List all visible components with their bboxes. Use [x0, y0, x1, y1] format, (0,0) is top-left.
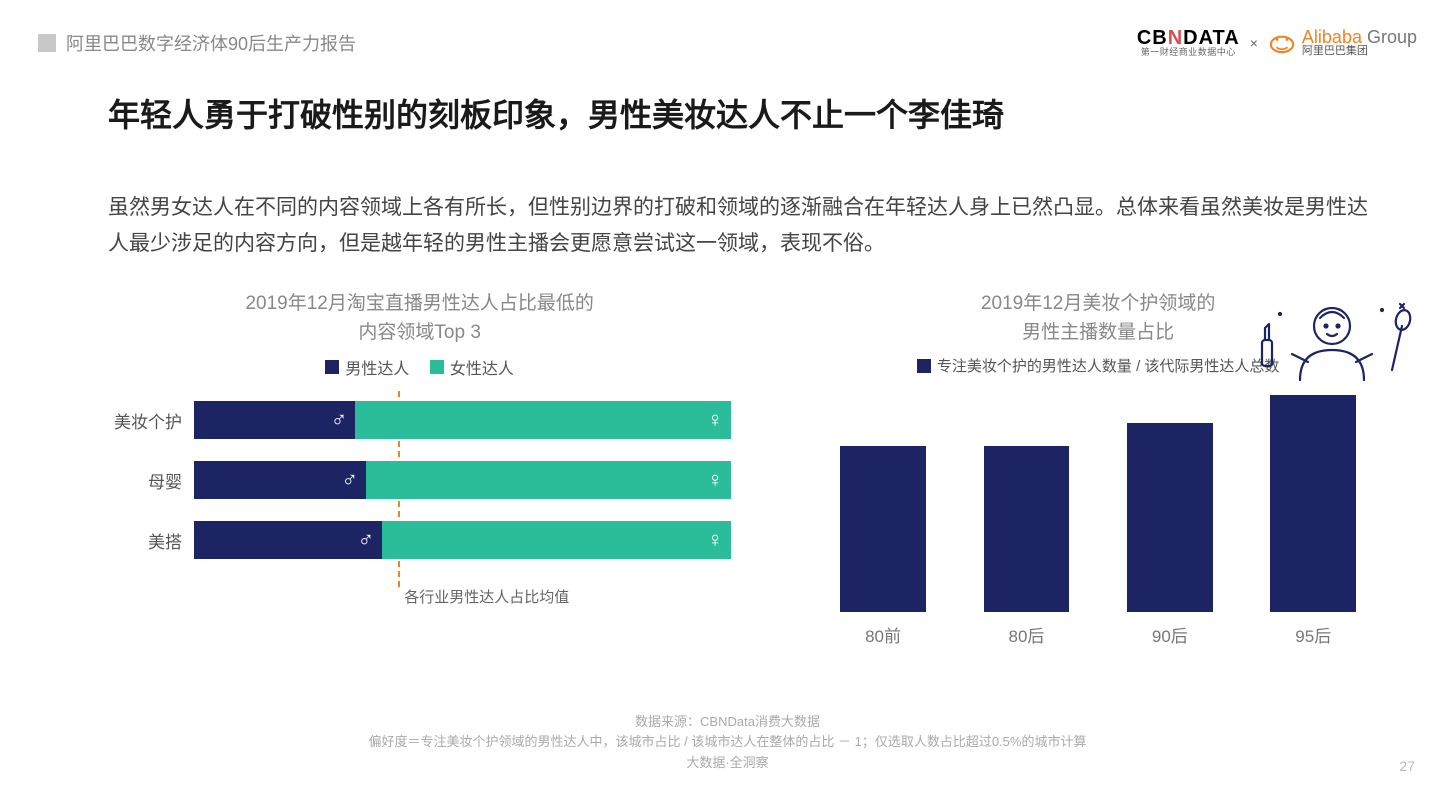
- row-label: 母婴: [108, 468, 182, 493]
- vbar-group: 80后: [963, 446, 1089, 647]
- vbar-group: 95后: [1250, 395, 1376, 646]
- cbn-sub: 第一财经商业数据中心: [1137, 48, 1240, 57]
- legend-female: 女性达人: [430, 355, 514, 379]
- vbar-label: 90后: [1152, 622, 1188, 647]
- stacked-row: 美妆个护♂♀: [108, 401, 731, 439]
- footer: 数据来源：CBNData消费大数据 偏好度＝专注美妆个护领域的男性达人中，该城市…: [0, 712, 1455, 774]
- vbar-label: 95后: [1295, 622, 1331, 647]
- segment-male: ♂: [194, 461, 366, 499]
- bar-track: ♂♀: [194, 401, 731, 439]
- alibaba-logo: Alibaba Group 阿里巴巴集团: [1268, 28, 1417, 57]
- segment-female: ♀: [366, 461, 731, 499]
- male-icon: ♂: [358, 527, 375, 553]
- ali-sub: 阿里巴巴集团: [1302, 46, 1417, 57]
- header-square-icon: [38, 34, 56, 52]
- vbar: [1127, 423, 1213, 612]
- legend-female-label: 女性达人: [450, 355, 514, 379]
- page-title: 年轻人勇于打破性别的刻板印象，男性美妆达人不止一个李佳琦: [108, 90, 1004, 136]
- row-label: 美妆个护: [108, 408, 182, 433]
- header-logos: CBNDATA 第一财经商业数据中心 × Alibaba Group 阿里巴巴集…: [1137, 28, 1417, 57]
- male-icon: ♂: [341, 467, 358, 493]
- segment-female: ♀: [382, 521, 731, 559]
- vbar: [840, 446, 926, 612]
- female-icon: ♀: [707, 407, 724, 433]
- female-icon: ♀: [707, 467, 724, 493]
- ali-name: Alibaba: [1302, 27, 1362, 47]
- footer-l2: 偏好度＝专注美妆个护领域的男性达人中，该城市占比 / 该城市达人在整体的占比 －…: [0, 732, 1455, 753]
- right-legend-label: 专注美妆个护的男性达人数量 / 该代际男性达人总数: [937, 355, 1280, 376]
- vbar-label: 80前: [865, 622, 901, 647]
- vbar-group: 80前: [820, 446, 946, 647]
- right-chart-title-l1: 2019年12月美妆个护领域的: [981, 293, 1215, 314]
- left-chart-title-l1: 2019年12月淘宝直播男性达人占比最低的: [245, 293, 593, 314]
- page-number: 27: [1399, 758, 1415, 774]
- cbn-post: DATA: [1183, 27, 1240, 49]
- reference-label: 各行业男性达人占比均值: [404, 586, 569, 607]
- vbar: [984, 446, 1070, 612]
- swatch-female: [430, 360, 444, 374]
- stacked-row: 母婴♂♀: [108, 461, 731, 499]
- segment-male: ♂: [194, 521, 382, 559]
- stacked-bars: 各行业男性达人占比均值 美妆个护♂♀母婴♂♀美搭♂♀: [108, 401, 731, 559]
- bar-track: ♂♀: [194, 521, 731, 559]
- swatch-right: [917, 359, 931, 373]
- logo-separator: ×: [1250, 35, 1258, 51]
- cbn-n: N: [1168, 27, 1183, 49]
- cbn-pre: CB: [1137, 27, 1168, 49]
- row-label: 美搭: [108, 528, 182, 553]
- legend-male: 男性达人: [325, 355, 409, 379]
- left-chart: 2019年12月淘宝直播男性达人占比最低的 内容领域Top 3 男性达人 女性达…: [108, 290, 731, 712]
- charts-row: 2019年12月淘宝直播男性达人占比最低的 内容领域Top 3 男性达人 女性达…: [108, 290, 1395, 712]
- left-chart-title: 2019年12月淘宝直播男性达人占比最低的 内容领域Top 3: [108, 290, 731, 347]
- alibaba-icon: [1268, 29, 1296, 57]
- left-legend: 男性达人 女性达人: [108, 355, 731, 379]
- female-icon: ♀: [707, 527, 724, 553]
- bar-plot: 80前 80后 90后 95后: [801, 397, 1395, 647]
- ali-group: Group: [1362, 27, 1417, 47]
- male-icon: ♂: [331, 407, 348, 433]
- header-left: 阿里巴巴数字经济体90后生产力报告: [38, 30, 356, 56]
- swatch-male: [325, 360, 339, 374]
- makeup-person-icon: [1242, 292, 1417, 384]
- legend-male-label: 男性达人: [345, 355, 409, 379]
- breadcrumb: 阿里巴巴数字经济体90后生产力报告: [66, 30, 356, 56]
- left-chart-title-l2: 内容领域Top 3: [358, 322, 480, 343]
- footer-l1: 数据来源：CBNData消费大数据: [0, 712, 1455, 733]
- segment-male: ♂: [194, 401, 355, 439]
- stacked-row: 美搭♂♀: [108, 521, 731, 559]
- segment-female: ♀: [355, 401, 731, 439]
- description: 虽然男女达人在不同的内容领域上各有所长，但性别边界的打破和领域的逐渐融合在年轻达…: [108, 190, 1375, 261]
- header: 阿里巴巴数字经济体90后生产力报告 CBNDATA 第一财经商业数据中心 × A…: [38, 28, 1417, 57]
- vbar-label: 80后: [1008, 622, 1044, 647]
- right-chart-title-l2: 男性主播数量占比: [1022, 322, 1174, 343]
- vbar-group: 90后: [1107, 423, 1233, 647]
- cbndata-logo: CBNDATA 第一财经商业数据中心: [1137, 28, 1240, 57]
- footer-l3: 大数据·全洞察: [0, 753, 1455, 774]
- bar-track: ♂♀: [194, 461, 731, 499]
- vbar: [1270, 395, 1356, 611]
